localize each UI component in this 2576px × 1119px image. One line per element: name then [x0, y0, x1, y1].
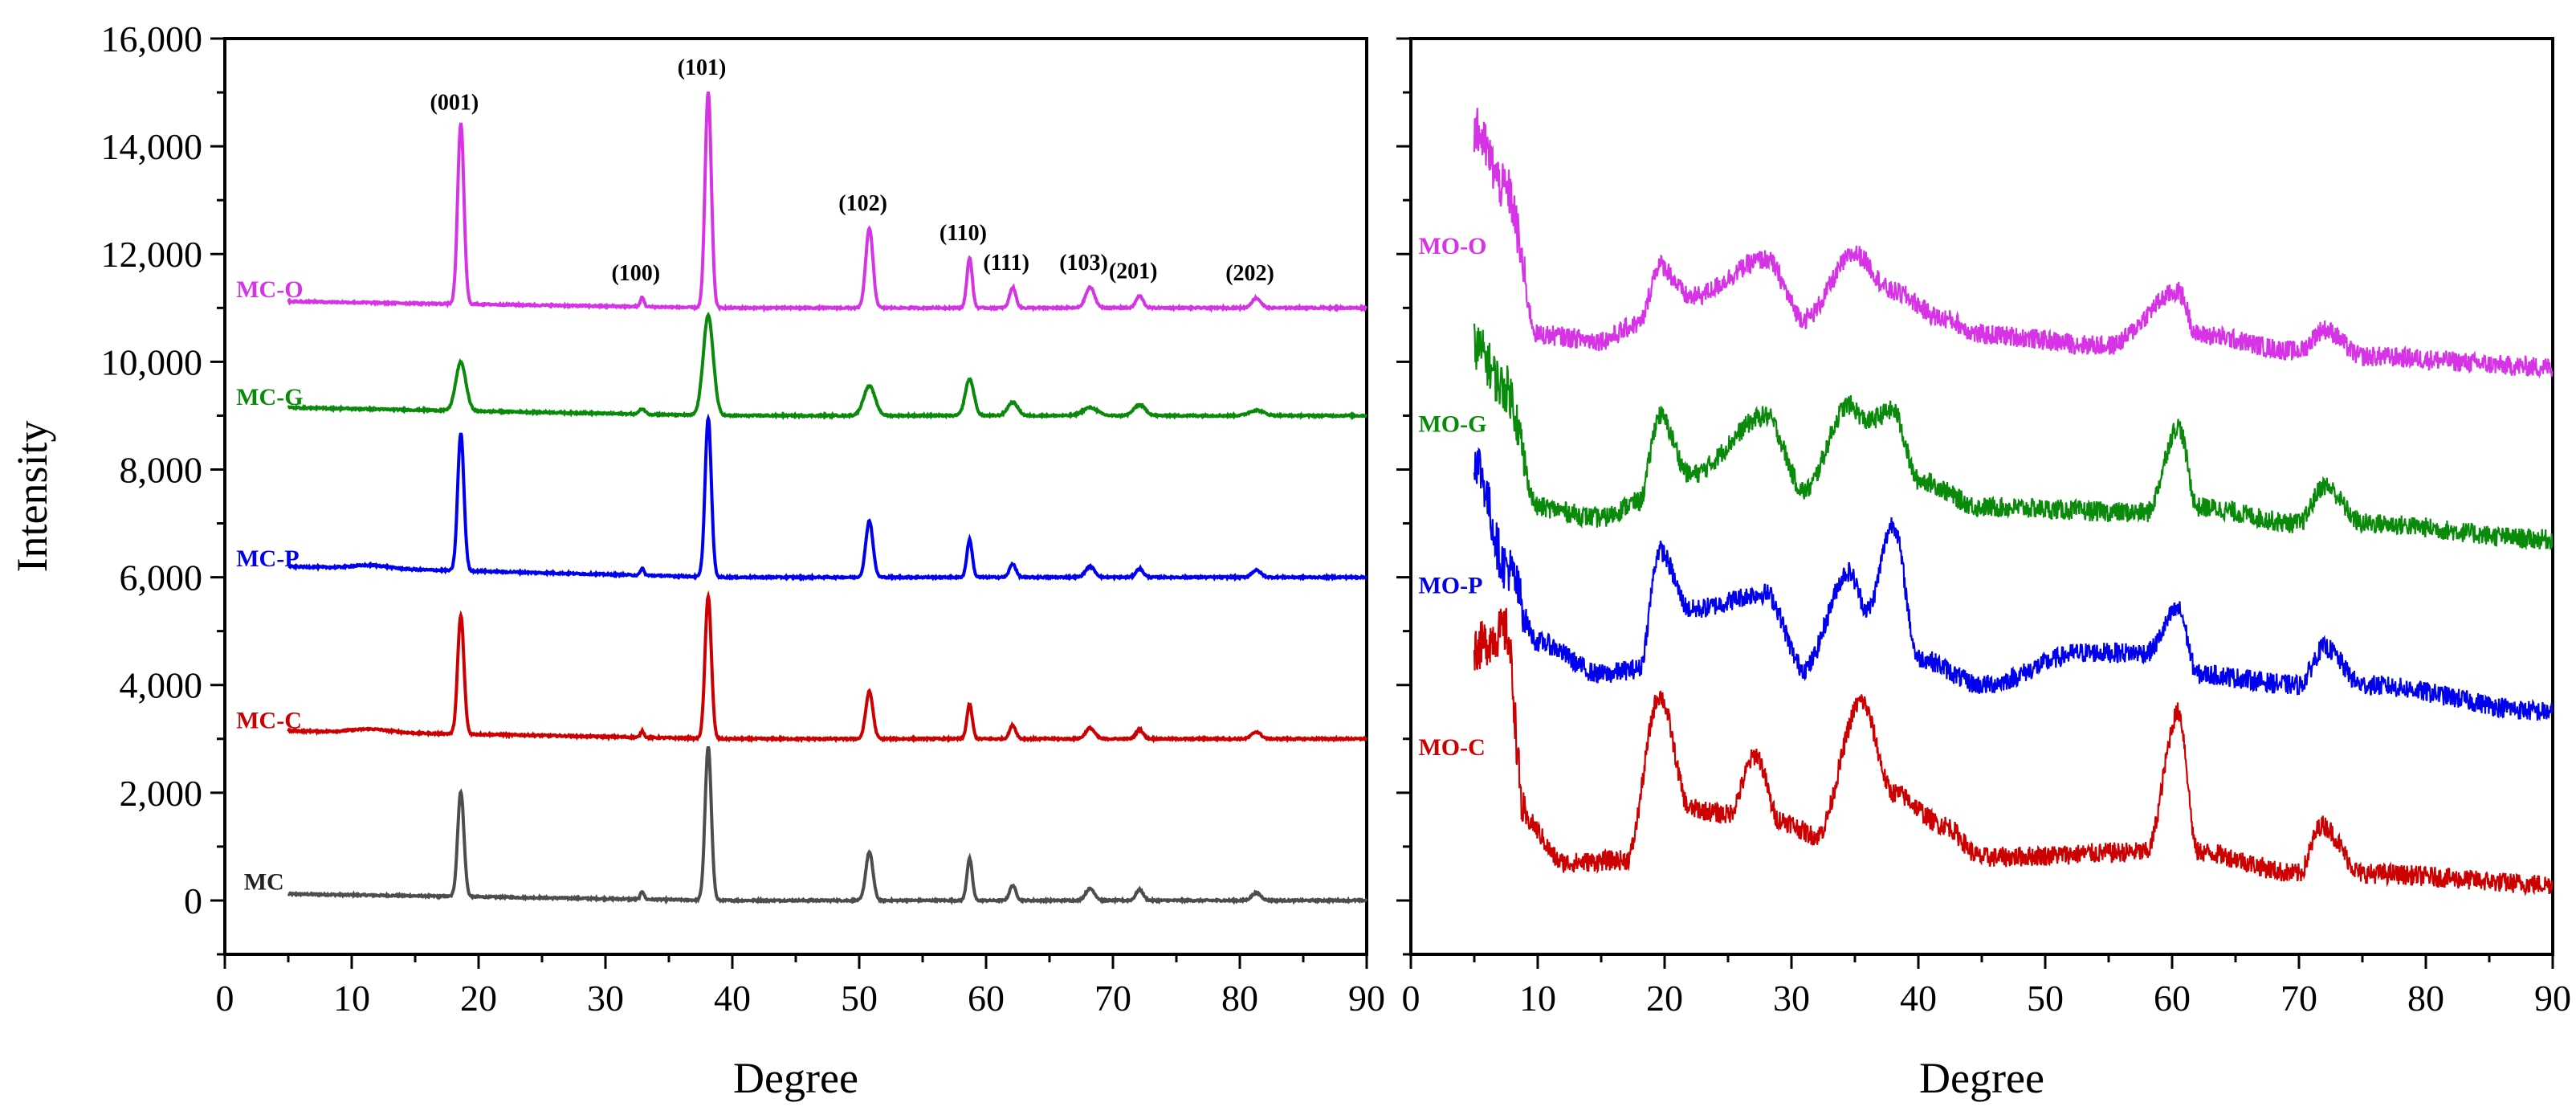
right-series-group: MO-C MO-P MO-G MO-O [1418, 108, 2554, 896]
series-label-mo-c: MO-C [1418, 734, 1485, 761]
series-line-mc-g [287, 311, 1367, 421]
series-line-mc-o [287, 92, 1368, 313]
series-label-mc-g: MC-G [236, 384, 303, 410]
right-x-tick-label: 80 [2407, 978, 2444, 1019]
series-line-mo-c [1473, 607, 2554, 896]
series-label-mo-g: MO-G [1418, 411, 1486, 438]
left-x-tick-label: 90 [1348, 978, 1385, 1019]
left-series-group: MC MC-C MC-P MC-G MC-O [236, 92, 1368, 905]
peak-label: (201) [1109, 259, 1158, 284]
peak-label: (103) [1059, 251, 1108, 276]
series-label-mc-p: MC-P [236, 545, 299, 572]
right-chart-panel: 0 10 20 30 40 50 60 70 80 90 MO-C MO-P MO-G MO-O Deg… [1396, 37, 2571, 1102]
right-x-tick-label: 20 [1646, 978, 1683, 1019]
left-x-tick-label: 40 [714, 978, 751, 1019]
left-y-tick-label: 8,000 [120, 449, 203, 490]
series-label-mc-c: MC-C [236, 707, 302, 733]
left-y-tick-label: 4,000 [120, 665, 203, 706]
series-line-mo-o [1473, 108, 2554, 379]
peak-label: (202) [1225, 261, 1274, 286]
series-line-mo-g [1473, 323, 2554, 551]
right-x-tick-label: 90 [2534, 978, 2571, 1019]
right-x-tick-label: 70 [2280, 978, 2317, 1019]
series-label-mc: MC [244, 869, 284, 896]
right-x-axis-label: Degree [1919, 1054, 2044, 1102]
peak-label: (102) [838, 191, 887, 216]
series-line-mc-c [287, 590, 1368, 744]
right-axis-ticks: 0 10 20 30 40 50 60 70 80 90 [1396, 37, 2571, 1019]
left-x-tick-label: 70 [1094, 978, 1131, 1019]
left-y-tick-label: 2,000 [120, 773, 203, 814]
right-x-tick-label: 60 [2154, 978, 2191, 1019]
peak-label: (110) [940, 221, 987, 246]
left-y-tick-label: 6,000 [120, 557, 203, 598]
series-label-mo-p: MO-P [1418, 573, 1482, 599]
peak-label: (100) [611, 261, 660, 286]
left-x-tick-label: 10 [333, 978, 370, 1019]
left-x-axis-label: Degree [733, 1054, 858, 1102]
left-x-tick-label: 60 [968, 978, 1005, 1019]
right-x-tick-label: 30 [1773, 978, 1810, 1019]
left-y-tick-label: 10,000 [101, 341, 203, 382]
right-x-tick-label: 10 [1519, 978, 1556, 1019]
series-line-mo-p [1473, 447, 2554, 721]
peak-label: (101) [678, 55, 727, 80]
left-y-tick-label: 12,000 [101, 234, 203, 275]
series-label-mo-o: MO-O [1418, 233, 1486, 259]
left-x-tick-label: 0 [216, 978, 234, 1019]
right-x-tick-label: 50 [2027, 978, 2064, 1019]
series-line-mc-p [287, 413, 1367, 582]
right-plot-frame [1409, 37, 2554, 956]
peak-label: (001) [430, 91, 479, 116]
left-chart-panel: 0 10 20 30 40 50 60 70 80 90 0 2,000 4,000 6,000 8,000… [8, 18, 1385, 1102]
left-y-tick-label: 16,000 [101, 18, 203, 59]
left-y-axis-label: Intensity [8, 421, 56, 573]
series-line-mc [287, 746, 1368, 905]
right-x-tick-label: 0 [1402, 978, 1420, 1019]
left-y-tick-label: 14,000 [101, 126, 203, 167]
left-y-tick-label: 0 [184, 880, 202, 921]
left-x-tick-label: 80 [1221, 978, 1258, 1019]
left-peak-labels: (001) (100) (101) (102) (110) (111) (103) (201)… [430, 55, 1274, 286]
left-plot-frame [223, 37, 1368, 956]
left-x-tick-label: 20 [460, 978, 497, 1019]
left-x-tick-label: 50 [841, 978, 878, 1019]
left-axis-ticks: 0 10 20 30 40 50 60 70 80 90 0 2,000 4,000 6,000 8,000… [101, 18, 1386, 1019]
series-label-mc-o: MC-O [236, 276, 303, 303]
left-x-tick-label: 30 [587, 978, 624, 1019]
peak-label: (111) [983, 251, 1029, 276]
right-x-tick-label: 40 [1900, 978, 1937, 1019]
